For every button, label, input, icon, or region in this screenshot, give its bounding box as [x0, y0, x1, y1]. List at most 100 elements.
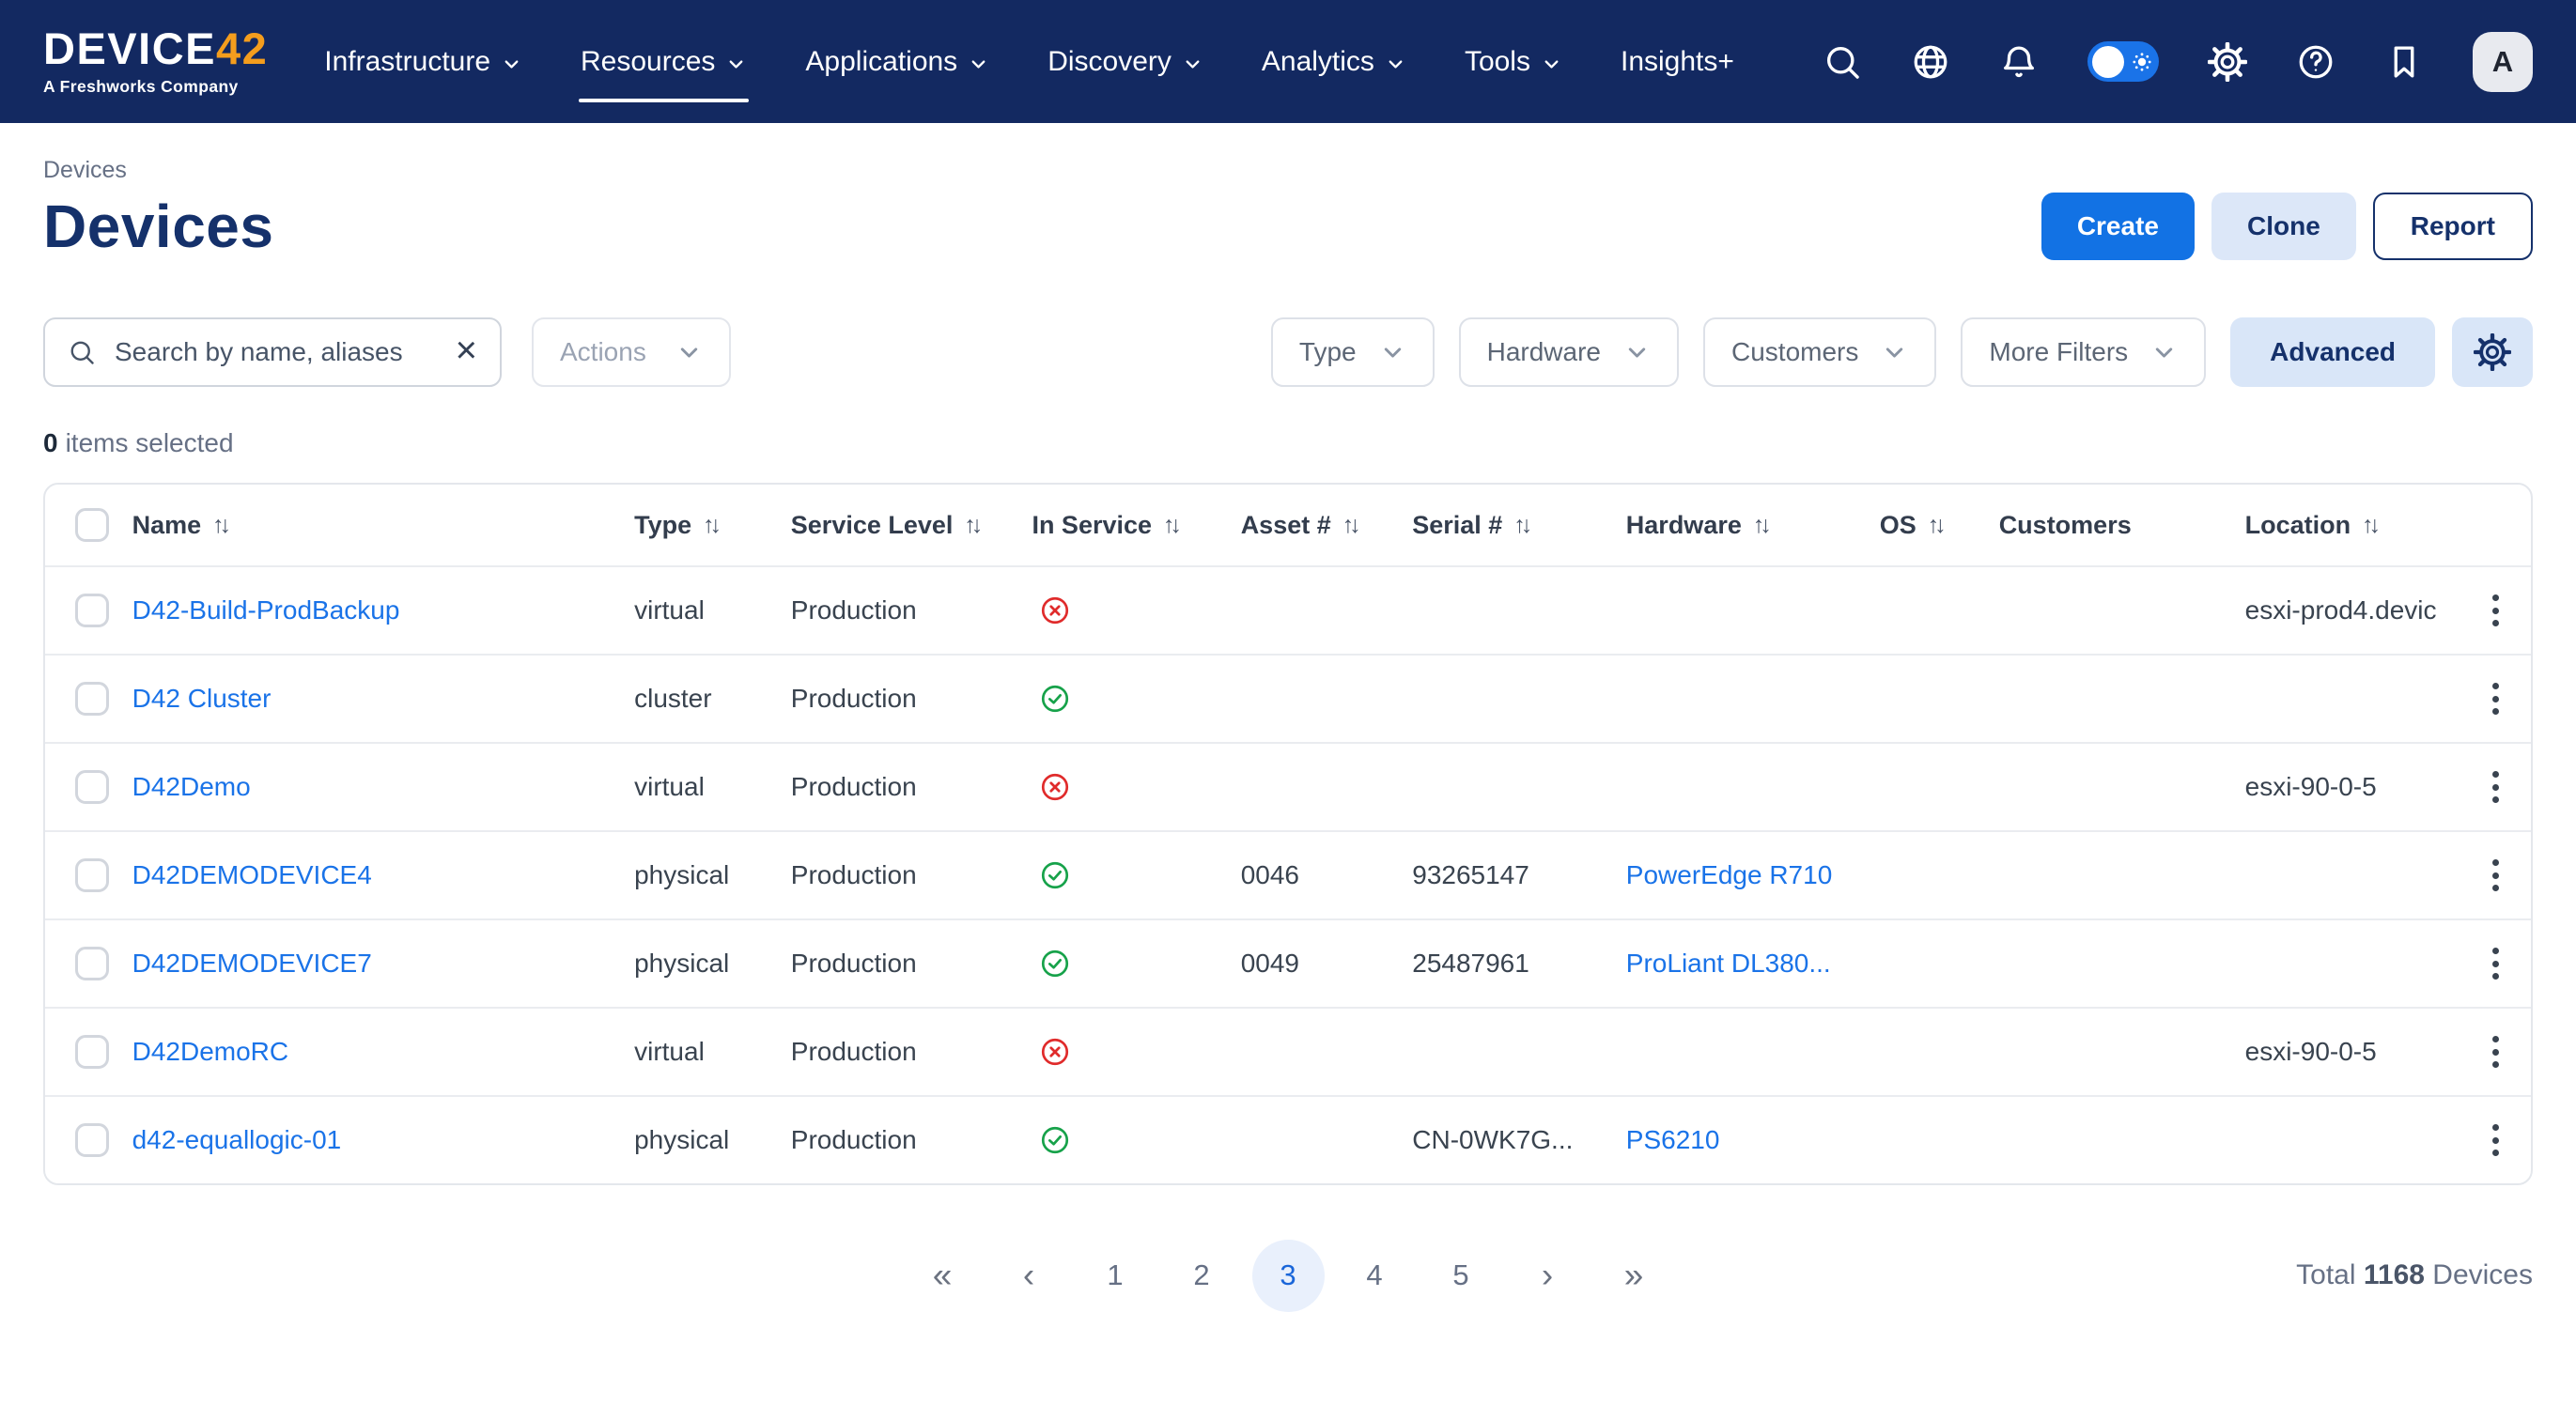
col-header-in-service[interactable]: In Service ↑↓	[1032, 511, 1240, 540]
col-header-service-level[interactable]: Service Level ↑↓	[791, 511, 1032, 540]
filter-hardware[interactable]: Hardware	[1458, 317, 1679, 387]
page-3-button[interactable]: 3	[1251, 1239, 1325, 1312]
sort-icon[interactable]: ↑↓	[1927, 511, 1947, 538]
next-page-button[interactable]: ›	[1541, 1256, 1554, 1294]
col-header-location[interactable]: Location ↑↓	[2245, 511, 2461, 540]
first-page-button[interactable]: «	[932, 1256, 953, 1294]
row-menu-button[interactable]	[2485, 764, 2506, 810]
report-button[interactable]: Report	[2372, 193, 2533, 260]
nav-item-label: Insights+	[1620, 45, 1734, 77]
nav-item-label: Tools	[1464, 45, 1530, 77]
in-service-cell	[1032, 771, 1240, 803]
device-link[interactable]: D42-Build-ProdBackup	[132, 595, 400, 625]
col-header-name[interactable]: Name ↑↓	[132, 511, 634, 540]
search-icon[interactable]	[1823, 42, 1862, 82]
chevron-down-icon	[1186, 59, 1200, 69]
hardware-link[interactable]: PS6210	[1625, 1125, 1720, 1154]
sort-icon[interactable]: ↑↓	[2362, 511, 2381, 538]
row-checkbox[interactable]	[75, 682, 109, 716]
sort-icon[interactable]: ↑↓	[1342, 511, 1361, 538]
row-checkbox[interactable]	[75, 1035, 109, 1069]
table-settings-button[interactable]	[2452, 317, 2533, 387]
row-checkbox[interactable]	[75, 947, 109, 980]
device-link[interactable]: D42DEMODEVICE7	[132, 949, 372, 978]
notifications-icon[interactable]	[1999, 42, 2039, 82]
col-header-serial[interactable]: Serial # ↑↓	[1412, 511, 1626, 540]
hardware-cell: PS6210	[1626, 1125, 1880, 1155]
previous-page-button[interactable]: ‹	[1022, 1256, 1035, 1294]
device-link[interactable]: D42DemoRC	[132, 1037, 289, 1066]
col-header-os[interactable]: OS ↑↓	[1880, 511, 1999, 540]
help-icon[interactable]	[2296, 42, 2335, 82]
device-link[interactable]: D42Demo	[132, 772, 251, 801]
bookmark-icon[interactable]	[2384, 42, 2424, 82]
page-4-button[interactable]: 4	[1366, 1258, 1383, 1291]
filter-more-filters[interactable]: More Filters	[1961, 317, 2207, 387]
select-all-checkbox[interactable]	[75, 508, 109, 542]
table-row: D42DEMODEVICE4 physical Production 0046 9326…	[45, 830, 2531, 918]
breadcrumb[interactable]: Devices	[43, 157, 127, 183]
device-link[interactable]: D42DEMODEVICE4	[132, 860, 372, 889]
search-box[interactable]: ×	[43, 317, 502, 387]
nav-item-infrastructure[interactable]: Infrastructure	[324, 0, 522, 123]
search-input[interactable]	[113, 336, 439, 368]
device-link[interactable]: D42 Cluster	[132, 684, 272, 713]
row-menu-button[interactable]	[2485, 1028, 2506, 1075]
row-menu-button[interactable]	[2485, 940, 2506, 987]
filter-type[interactable]: Type	[1270, 317, 1435, 387]
sort-icon[interactable]: ↑↓	[212, 511, 231, 538]
service-level-cell: Production	[790, 1125, 917, 1154]
clear-search-icon[interactable]: ×	[455, 330, 477, 371]
user-avatar[interactable]: A	[2473, 31, 2533, 92]
gear-icon	[2474, 333, 2511, 371]
row-checkbox[interactable]	[75, 770, 109, 804]
globe-icon[interactable]	[1911, 42, 1950, 82]
sort-icon[interactable]: ↑↓	[1513, 511, 1532, 538]
col-header-hardware[interactable]: Hardware ↑↓	[1626, 511, 1880, 540]
nav-item-insights[interactable]: Insights+	[1621, 0, 1734, 123]
hardware-cell: PowerEdge R710	[1626, 860, 1880, 890]
type-cell: physical	[634, 949, 730, 978]
col-header-asset[interactable]: Asset # ↑↓	[1241, 511, 1413, 540]
sort-icon[interactable]: ↑↓	[1163, 511, 1182, 538]
create-button[interactable]: Create	[2041, 193, 2195, 260]
row-menu-button[interactable]	[2485, 852, 2506, 899]
page-1-button[interactable]: 1	[1107, 1258, 1124, 1291]
col-header-type[interactable]: Type ↑↓	[634, 511, 791, 540]
clone-button[interactable]: Clone	[2211, 193, 2356, 260]
name-cell: D42DEMODEVICE7	[132, 949, 634, 979]
theme-toggle[interactable]	[2087, 41, 2159, 82]
page-2-button[interactable]: 2	[1193, 1258, 1210, 1291]
row-checkbox[interactable]	[75, 1123, 109, 1157]
actions-dropdown[interactable]: Actions	[532, 317, 731, 387]
row-select-cell	[45, 682, 132, 716]
hardware-link[interactable]: PowerEdge R710	[1625, 860, 1833, 889]
col-header-label: Name	[132, 510, 202, 539]
sort-icon[interactable]: ↑↓	[703, 511, 722, 538]
hardware-link[interactable]: ProLiant DL380...	[1625, 949, 1831, 978]
service-level-cell: Production	[790, 684, 917, 713]
col-header-customers[interactable]: Customers	[1999, 511, 2245, 540]
selection-count: 0 items selected	[43, 428, 234, 457]
in-service-icon	[1042, 861, 1069, 889]
row-checkbox[interactable]	[75, 858, 109, 892]
nav-item-applications[interactable]: Applications	[805, 0, 989, 123]
advanced-button[interactable]: Advanced	[2230, 317, 2435, 387]
name-cell: d42-equallogic-01	[132, 1125, 634, 1155]
last-page-button[interactable]: »	[1623, 1256, 1644, 1294]
nav-item-analytics[interactable]: Analytics	[1262, 0, 1406, 123]
nav-item-resources[interactable]: Resources	[579, 0, 750, 123]
sort-icon[interactable]: ↑↓	[964, 511, 983, 538]
row-menu-button[interactable]	[2485, 675, 2506, 722]
row-menu-button[interactable]	[2485, 1117, 2506, 1164]
filter-customers[interactable]: Customers	[1703, 317, 1937, 387]
row-checkbox[interactable]	[75, 594, 109, 627]
device42-logo[interactable]: DEVICE42 A Freshworks Company	[43, 26, 268, 97]
nav-item-discovery[interactable]: Discovery	[1047, 0, 1203, 123]
settings-icon[interactable]	[2207, 40, 2248, 83]
page-5-button[interactable]: 5	[1452, 1258, 1469, 1291]
nav-item-tools[interactable]: Tools	[1465, 0, 1562, 123]
device-link[interactable]: d42-equallogic-01	[132, 1125, 342, 1154]
row-menu-button[interactable]	[2485, 587, 2506, 634]
sort-icon[interactable]: ↑↓	[1752, 511, 1772, 538]
